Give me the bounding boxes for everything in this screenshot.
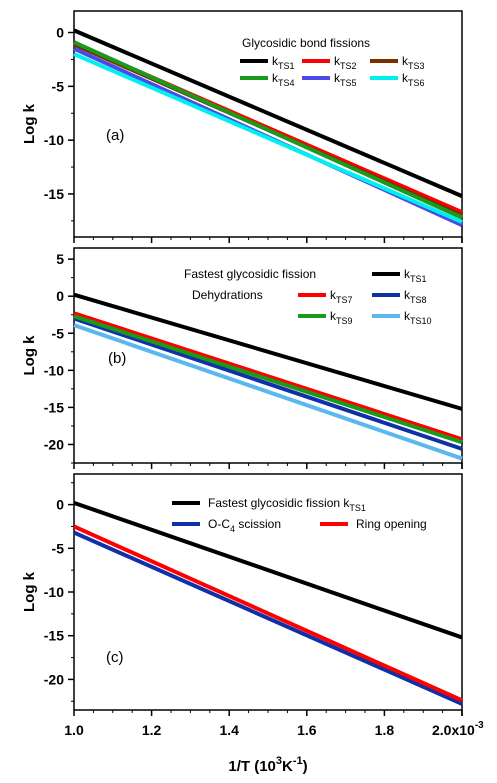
legend-b-label: kTS8	[404, 288, 427, 305]
legend-c-label: Fastest glycosidic fission kTS1	[208, 496, 366, 513]
legend-a-label-base: k	[334, 71, 341, 85]
legend-a-label-sub: TS5	[340, 78, 357, 88]
y-tick-label: -15	[44, 186, 64, 202]
legend-b-label-sub: TS9	[336, 316, 353, 326]
legend-b-label-base: k	[404, 309, 411, 323]
y-tick-label: -10	[44, 584, 64, 600]
legend-a-label: kTS3	[402, 54, 425, 71]
y-tick-label: -20	[44, 436, 64, 452]
x-axis-title-sup: 3	[276, 755, 282, 767]
x-tick-label-last: 2.0x10-3	[432, 720, 484, 738]
series-line-ts8	[73, 316, 463, 451]
legend-a-label-sub: TS2	[340, 61, 357, 71]
y-tick-label: -10	[44, 362, 64, 378]
legend-a-label: kTS4	[272, 71, 295, 88]
x-axis-title: 1/T (103K-1)	[228, 755, 307, 775]
x-axis-title-sup: -1	[293, 755, 303, 767]
legend-c-label-base: O-C	[208, 517, 230, 531]
series-line-ts1	[73, 292, 463, 411]
legend-b-label-sub: TS10	[410, 316, 432, 326]
series-line-ts1	[73, 500, 463, 640]
series-line-2	[73, 524, 463, 703]
legend-a-label: kTS6	[402, 71, 425, 88]
legend-b-label: kTS10	[404, 309, 432, 326]
legend-c-label-sub: TS1	[349, 503, 366, 513]
legend-a-title: Glycosidic bond fissions	[242, 36, 370, 50]
y-axis-title: Log k	[21, 103, 38, 144]
x-tick-label: 1.2	[142, 722, 162, 738]
series-line-ts4	[73, 40, 463, 220]
series-line-ts6	[73, 52, 463, 224]
series-line-ts9	[73, 314, 463, 445]
series-line-ts1	[73, 28, 463, 198]
legend-b-line1: Fastest glycosidic fission	[184, 267, 316, 281]
x-tick-label: 1.0	[64, 722, 84, 738]
legend-b-label-base: k	[404, 267, 411, 281]
legend-c-label-base: Fastest glycosidic fission k	[208, 496, 350, 510]
series-line-ts7	[73, 311, 463, 442]
x-tick-label: 1.8	[375, 722, 395, 738]
legend-b-label: kTS1	[404, 267, 427, 284]
y-axis-title: Log k	[21, 335, 38, 376]
y-tick-label: 0	[56, 288, 64, 304]
legend-a-label-base: k	[402, 71, 409, 85]
x-tick-label: 1.4	[219, 722, 239, 738]
legend-b-label: kTS7	[330, 288, 353, 305]
x-tick-label-last-base: 2.0x10	[432, 722, 475, 738]
legend-a-label-base: k	[334, 54, 341, 68]
panel-b-label: (b)	[108, 350, 126, 367]
legend-b-label-base: k	[330, 309, 337, 323]
x-axis-title-part: )	[303, 758, 308, 775]
legend-a-label-sub: TS6	[408, 78, 425, 88]
y-tick-label: 0	[56, 497, 64, 513]
legend-a-label: kTS5	[334, 71, 357, 88]
legend-a-label: kTS2	[334, 54, 357, 71]
y-tick-label: 0	[56, 25, 64, 41]
legend-a-label-sub: TS1	[278, 61, 295, 71]
y-tick-label: -10	[44, 132, 64, 148]
legend-a-label-sub: TS4	[278, 78, 295, 88]
legend-c-label: Ring opening	[356, 517, 427, 531]
y-tick-label: -20	[44, 671, 64, 687]
series-line-ts10	[73, 323, 463, 461]
legend-c-label-sub: 4	[230, 524, 235, 534]
x-axis-title-part: K	[282, 758, 293, 775]
y-tick-label: -15	[44, 399, 64, 415]
legend-a-label-base: k	[272, 71, 279, 85]
series-line-4	[73, 530, 463, 706]
legend-b-label-sub: TS8	[410, 295, 427, 305]
x-axis-title-part: 1/T (10	[228, 758, 276, 775]
y-tick-label: 5	[56, 251, 64, 267]
legend-b-label-base: k	[404, 288, 411, 302]
x-tick-label: 1.6	[297, 722, 317, 738]
legend-a-label-sub: TS3	[408, 61, 425, 71]
legend-c-label: O-C4 scission	[208, 517, 281, 534]
legend-a-label: kTS1	[272, 54, 295, 71]
legend-a-label-base: k	[272, 54, 279, 68]
legend-c-label-suffix: scission	[235, 517, 281, 531]
legend-c-label-base: Ring opening	[356, 517, 427, 531]
x-tick-label-last-exp: -3	[475, 720, 484, 731]
panel-c-label: (c)	[106, 649, 124, 666]
legend-b-label: kTS9	[330, 309, 353, 326]
y-tick-label: -15	[44, 628, 64, 644]
panel-a-label: (a)	[106, 127, 124, 144]
legend-b-label-sub: TS1	[410, 274, 427, 284]
y-tick-label: -5	[52, 325, 65, 341]
y-axis-title: Log k	[21, 571, 38, 612]
legend-b-label-sub: TS7	[336, 295, 353, 305]
y-tick-label: -5	[52, 78, 65, 94]
y-tick-label: -5	[52, 540, 65, 556]
legend-b-line2: Dehydrations	[192, 288, 263, 302]
legend-b-label-base: k	[330, 288, 337, 302]
legend-a-label-base: k	[402, 54, 409, 68]
